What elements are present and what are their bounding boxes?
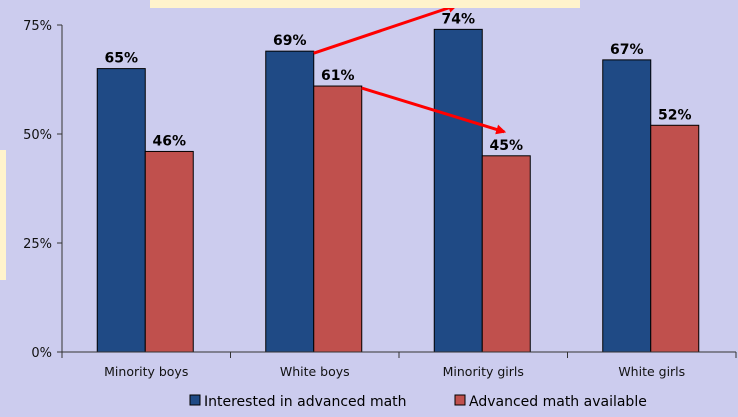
annotation-arrow <box>313 3 459 55</box>
bar-available-1 <box>313 85 363 353</box>
annotation-arrow <box>361 86 507 135</box>
bar-interested-2 <box>433 28 483 353</box>
axis-layer: 0% 25% 50% 75% Minority boys White boys Minori… <box>23 19 737 379</box>
data-labels-layer: 65% 69% 74% 67% 46% 61% 45% 52% <box>104 11 691 153</box>
x-category-label: Minority boys <box>104 364 188 379</box>
y-tick-label: 25% <box>23 237 52 252</box>
bar-interested-3 <box>602 59 652 353</box>
bar-interested-1 <box>265 50 315 353</box>
data-label: 74% <box>441 11 475 27</box>
bar-interested-0 <box>96 68 146 353</box>
legend-swatch-interested <box>189 394 201 406</box>
legend: Interested in advanced math Advanced math… <box>189 394 647 410</box>
x-category-label: White boys <box>280 364 350 379</box>
data-label: 52% <box>658 107 692 123</box>
decorative-band-top <box>150 0 580 8</box>
data-label: 69% <box>273 33 307 49</box>
legend-label: Advanced math available <box>469 394 647 410</box>
data-label: 46% <box>152 133 186 149</box>
legend-swatch-available <box>454 394 466 406</box>
x-category-label: Minority girls <box>443 364 524 379</box>
bars-layer <box>96 28 700 353</box>
annotation-arrows-layer <box>313 3 507 135</box>
x-category-label: White girls <box>618 364 685 379</box>
y-tick-label: 75% <box>23 19 52 34</box>
data-label: 45% <box>489 138 523 154</box>
y-tick-label: 0% <box>31 346 52 361</box>
bar-available-0 <box>144 150 194 353</box>
bar-available-2 <box>481 155 531 353</box>
bar-available-3 <box>650 124 700 353</box>
data-label: 67% <box>610 42 644 58</box>
y-tick-label: 50% <box>23 128 52 143</box>
data-label: 61% <box>321 68 355 84</box>
decorative-band-left <box>0 150 6 280</box>
legend-label: Interested in advanced math <box>204 394 407 410</box>
data-label: 65% <box>104 51 138 67</box>
